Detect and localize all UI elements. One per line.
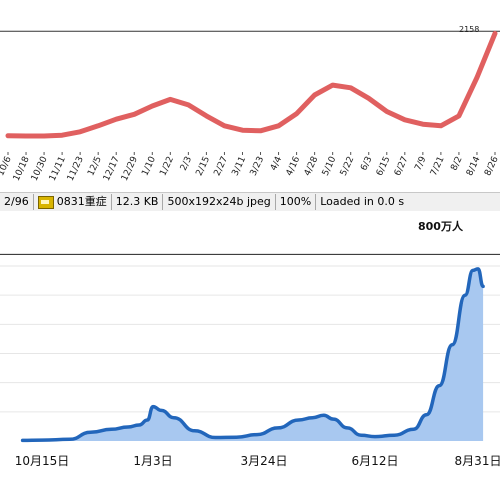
x-tick-label: 11/23 bbox=[66, 155, 86, 183]
x-tick-label: 5/10 bbox=[321, 155, 339, 178]
x-tick-label: 2/27 bbox=[213, 155, 231, 178]
x-tick-label: 8/14 bbox=[465, 155, 483, 178]
x-tick-label: 6/15 bbox=[375, 155, 393, 178]
x-tick-label: 3/23 bbox=[249, 155, 267, 178]
x-tick-label: 2/3 bbox=[179, 155, 194, 172]
reference-line-label: 800万人 bbox=[418, 219, 464, 233]
x-tick-label: 1月3日 bbox=[133, 454, 172, 468]
load-time: Loaded in 0.0 s bbox=[316, 194, 408, 210]
image-viewer-top-chart: 10/6 10/18 10/30 11/11 11/23 12/5 12/17 12/29 1/… bbox=[0, 0, 500, 185]
x-tick-label: 10/6 bbox=[0, 155, 14, 178]
x-tick-label: 8/26 bbox=[483, 155, 500, 178]
x-tick-label: 2/15 bbox=[195, 155, 213, 178]
image-index: 2/96 bbox=[0, 194, 34, 210]
x-tick-label: 8月31日 bbox=[455, 454, 500, 468]
x-tick-label: 5/22 bbox=[339, 155, 357, 178]
x-tick-label: 7/21 bbox=[429, 155, 447, 178]
x-tick-label: 1/10 bbox=[140, 155, 158, 178]
x-tick-label: 3月24日 bbox=[241, 454, 288, 468]
red-series-line bbox=[5, 30, 498, 139]
x-tick-label: 6月12日 bbox=[352, 454, 399, 468]
x-tick-label: 6/27 bbox=[393, 155, 411, 178]
load-time-text: Loaded in 0.0 s bbox=[320, 195, 405, 208]
daily-area bbox=[22, 268, 484, 441]
peak-value-label: 2158 bbox=[459, 25, 479, 34]
x-tick-label: 6/3 bbox=[359, 155, 374, 172]
blue-area-chart: 10月15日 1月3日 3月24日 6月12日 8月31日 800万人 bbox=[0, 219, 500, 468]
x-tick-label: 4/4 bbox=[269, 155, 284, 173]
file-size-text: 12.3 KB bbox=[115, 195, 159, 208]
x-tick-label: 8/2 bbox=[449, 155, 464, 172]
blue-area-chart-panel: 10月15日 1月3日 3月24日 6月12日 8月31日 800万人 bbox=[0, 211, 500, 478]
zoom-level[interactable]: 100% bbox=[276, 194, 317, 210]
file-name: 0831重症 bbox=[56, 195, 107, 208]
viewer-status-bar: 2/96 0831重症 12.3 KB 500x192x24b jpeg 100… bbox=[0, 192, 500, 212]
zoom-level-text: 100% bbox=[279, 195, 312, 208]
x-tick-label: 12/29 bbox=[120, 155, 140, 183]
jpeg-file-icon bbox=[37, 195, 54, 209]
file-name-cell: 0831重症 bbox=[34, 194, 112, 210]
x-tick-label: 4/16 bbox=[285, 155, 303, 178]
file-size: 12.3 KB bbox=[112, 194, 164, 210]
x-tick-label: 1/22 bbox=[158, 155, 176, 178]
image-dimensions-text: 500x192x24b jpeg bbox=[167, 195, 271, 208]
image-dimensions: 500x192x24b jpeg bbox=[163, 194, 276, 210]
x-tick-label: 12/5 bbox=[86, 155, 104, 178]
x-tick-label: 3/11 bbox=[231, 155, 249, 178]
image-index-text: 2/96 bbox=[4, 195, 29, 208]
x-tick-label: 4/28 bbox=[303, 155, 321, 178]
x-tick-label: 7/9 bbox=[413, 155, 428, 173]
moving-average-line bbox=[20, 267, 485, 443]
x-tick-label: 10月15日 bbox=[15, 454, 70, 468]
